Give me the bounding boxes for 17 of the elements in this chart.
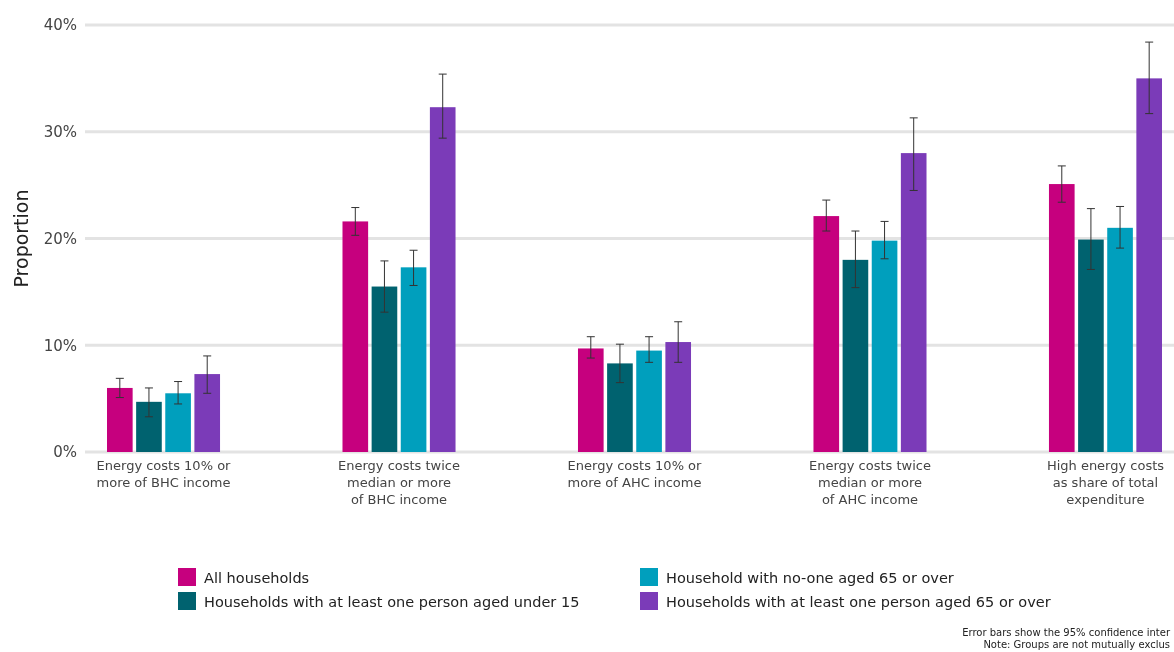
- x-tick-label: Energy costs twice median or more of AHC income: [808, 458, 931, 507]
- y-tick-label: 30%: [43, 123, 77, 141]
- text: Note: Groups are not mutually exclus: [983, 639, 1170, 650]
- x-tick-label: Energy costs 10% or more of BHC income: [96, 458, 232, 490]
- legend-label: All households: [204, 570, 310, 587]
- y-tick-label: 0%: [53, 443, 77, 462]
- y-axis-title: Proportion: [10, 189, 32, 288]
- legend-label: Household with no-one aged 65 or over: [666, 570, 954, 587]
- y-tick-label: 40%: [43, 16, 77, 35]
- x-tick-label: Energy costs twice median or more of BHC income: [338, 458, 461, 507]
- y-tick-label: 10%: [43, 336, 77, 355]
- text: Error bars show the 95% confidence inter: [962, 627, 1171, 638]
- legend-label: Households with at least one person aged 65 or over: [666, 594, 1051, 611]
- legend-label: Households with at least one person aged under 15: [204, 594, 580, 611]
- x-tick-label: Energy costs 10% or more of AHC income: [567, 458, 703, 490]
- y-tick-label: 20%: [43, 229, 77, 248]
- x-tick-label: High energy costs as share of total expenditure: [1046, 458, 1165, 507]
